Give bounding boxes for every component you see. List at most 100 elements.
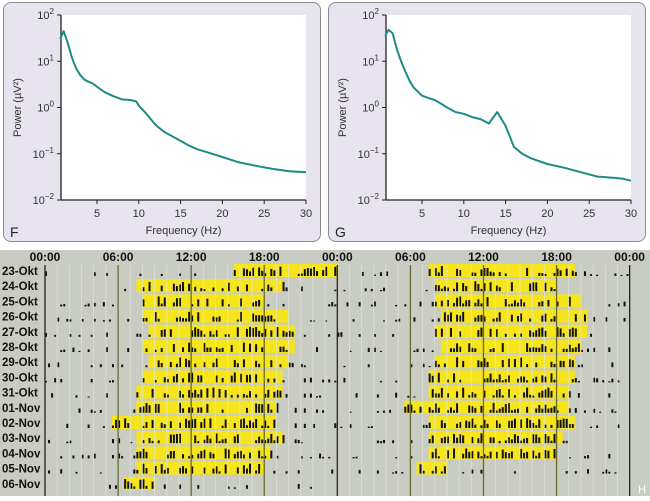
activity-bar <box>480 288 483 292</box>
activity-bar <box>163 484 166 489</box>
activity-bar <box>206 403 209 413</box>
activity-bar <box>142 425 145 428</box>
activity-bar <box>63 304 66 307</box>
activity-bar <box>242 359 245 368</box>
activity-bar <box>401 472 404 474</box>
row-date-label: 29-Okt <box>2 357 38 369</box>
activity-bar <box>389 409 392 413</box>
activity-bar <box>60 350 63 352</box>
activity-bar <box>501 449 504 459</box>
activity-bar <box>328 456 331 459</box>
activity-bar <box>200 450 203 459</box>
activity-bar <box>486 267 489 276</box>
activity-bar <box>194 273 197 276</box>
activity-bar <box>87 349 90 352</box>
activity-bar <box>413 350 416 352</box>
activity-bar <box>102 320 105 322</box>
activity-bar <box>203 449 206 459</box>
activity-bar <box>200 389 203 398</box>
activity-bar <box>239 311 242 322</box>
actogram-chart: 00:00 06:00 12:00 18:00 00:00 06:00 12:00 18:00… <box>0 247 650 496</box>
activity-bar <box>236 319 239 322</box>
activity-bar <box>367 347 370 352</box>
activity-bar <box>279 364 282 368</box>
activity-bar <box>480 405 483 413</box>
activity-bar <box>370 304 373 307</box>
activity-bar <box>577 381 580 383</box>
activity-bar <box>45 271 47 276</box>
activity-bar <box>456 403 459 413</box>
activity-bar <box>355 393 358 398</box>
activity-bar <box>428 407 431 413</box>
activity-bar <box>593 317 596 322</box>
y-tick-label: 102 <box>37 7 54 22</box>
activity-bar <box>297 483 300 489</box>
activity-bar <box>267 425 270 428</box>
light-period-bar <box>142 370 283 384</box>
activity-bar <box>370 426 373 428</box>
x-tick-label: 15 <box>499 208 511 220</box>
activity-bar <box>139 451 142 459</box>
activity-bar <box>191 372 194 383</box>
activity-bar <box>169 421 172 428</box>
activity-bar <box>526 387 529 398</box>
activity-bar <box>544 389 547 398</box>
activity-bar <box>316 347 319 352</box>
activity-bar <box>571 360 574 368</box>
activity-bar <box>501 342 504 352</box>
activity-bar <box>142 318 145 322</box>
activity-bar <box>261 270 264 276</box>
activity-bar <box>145 451 148 459</box>
time-label: 00:00 <box>614 250 645 264</box>
activity-bar <box>526 267 529 276</box>
activity-bar <box>526 406 529 413</box>
activity-bar <box>233 436 236 444</box>
activity-bar <box>267 284 270 292</box>
activity-bar <box>245 374 248 383</box>
power-spectrum-line <box>384 28 632 182</box>
activity-bar <box>316 396 319 398</box>
activity-bar <box>465 448 468 459</box>
activity-bar <box>221 409 224 413</box>
activity-bar <box>583 410 586 413</box>
activity-bar <box>492 272 495 276</box>
activity-bar <box>221 288 224 292</box>
activity-bar <box>276 436 279 444</box>
activity-bar <box>532 332 535 337</box>
activity-bar <box>529 419 532 428</box>
time-label: 06:00 <box>395 250 426 264</box>
activity-bar <box>182 317 185 322</box>
activity-bar <box>154 349 157 352</box>
power-spectrum-line <box>59 30 307 174</box>
activity-bar <box>577 393 580 398</box>
activity-bar <box>516 408 519 413</box>
activity-bar <box>191 466 194 474</box>
activity-bar <box>102 426 105 428</box>
activity-bar <box>583 314 586 322</box>
activity-bar <box>273 391 276 398</box>
panel-label: F <box>10 224 19 240</box>
activity-bar <box>535 376 538 383</box>
activity-bar <box>556 410 559 413</box>
activity-bar <box>544 346 547 352</box>
activity-bar <box>172 434 175 444</box>
activity-bar <box>443 436 446 444</box>
activity-bar <box>108 380 111 383</box>
activity-bar <box>492 437 495 444</box>
activity-bar <box>316 271 319 276</box>
activity-bar <box>105 393 108 398</box>
activity-bar <box>148 437 151 444</box>
activity-bar <box>145 348 148 352</box>
activity-bar <box>480 269 483 276</box>
activity-bar <box>465 300 468 307</box>
activity-bar <box>224 448 227 459</box>
activity-bar <box>322 270 325 276</box>
activity-bar <box>139 273 142 276</box>
activity-bar <box>495 410 498 413</box>
activity-bar <box>312 320 315 322</box>
activity-bar <box>227 304 230 307</box>
activity-bar <box>261 288 264 292</box>
activity-bar <box>160 422 163 428</box>
activity-bar <box>425 289 428 292</box>
activity-bar <box>276 326 279 337</box>
